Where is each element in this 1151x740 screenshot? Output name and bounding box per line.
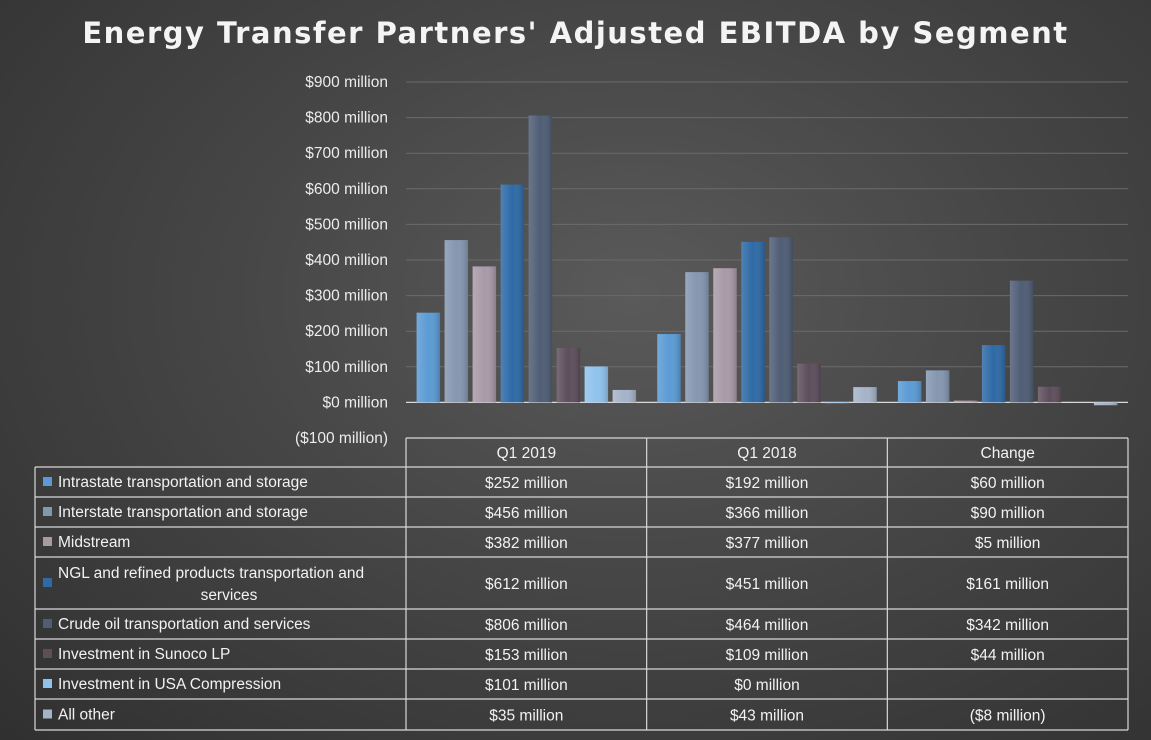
data-label: $153 million <box>485 647 568 664</box>
bars <box>416 115 1118 406</box>
bar-shading <box>685 272 709 403</box>
data-label: $806 million <box>485 617 568 634</box>
y-tick-label: $0 million <box>323 394 388 411</box>
legend-label: Midstream <box>58 534 130 551</box>
legend-key <box>43 709 52 719</box>
legend-label: NGL and refined products transportation … <box>58 565 364 604</box>
data-label: $60 million <box>971 475 1045 492</box>
legend-key <box>43 578 52 587</box>
bar-shading <box>528 115 553 403</box>
data-label: $44 million <box>971 647 1045 664</box>
legend-label: Interstate transportation and storage <box>58 504 308 521</box>
bar-shading <box>981 345 1006 403</box>
bar-shading <box>769 237 793 403</box>
bar-shading <box>444 240 469 403</box>
data-label: $43 million <box>730 708 804 725</box>
y-tick-label: $200 million <box>305 323 388 340</box>
data-label: $109 million <box>726 647 809 664</box>
data-label: $451 million <box>726 576 809 593</box>
bar-shading <box>1093 402 1118 406</box>
legend-key <box>43 619 52 628</box>
y-tick-label: $100 million <box>305 359 388 376</box>
bar-shading <box>897 381 922 403</box>
bar-shading <box>472 266 497 403</box>
data-label: $342 million <box>966 617 1049 634</box>
legend-key <box>43 649 52 658</box>
data-label: $377 million <box>726 535 809 552</box>
data-label: $456 million <box>485 505 568 522</box>
data-label: ($8 million) <box>970 708 1046 725</box>
bar-shading <box>1009 280 1034 403</box>
legend-label: Intrastate transportation and storage <box>58 474 308 491</box>
bar-shading <box>500 184 525 403</box>
bar-shading <box>657 334 681 403</box>
data-label: $0 million <box>734 677 799 694</box>
bar-shading <box>925 370 950 403</box>
y-tick-label: $500 million <box>305 216 388 233</box>
legend-key <box>43 507 52 516</box>
data-label: $161 million <box>966 576 1049 593</box>
bar-shading <box>741 241 765 403</box>
y-tick-label: ($100 million) <box>295 430 388 447</box>
legend-key <box>43 537 52 546</box>
data-label: $382 million <box>485 535 568 552</box>
data-label: $252 million <box>485 475 568 492</box>
data-label: $90 million <box>971 505 1045 522</box>
category-label: Q1 2019 <box>497 445 556 462</box>
data-label: $464 million <box>726 617 809 634</box>
legend-label: All other <box>58 707 115 724</box>
legend-label: Investment in Sunoco LP <box>58 646 230 663</box>
bar-shading <box>853 387 877 403</box>
bar-shading <box>416 312 441 403</box>
bar-shading <box>584 366 609 403</box>
legend-key <box>43 679 52 688</box>
bar-shading <box>612 389 637 403</box>
gridlines <box>406 81 1128 404</box>
legend-label: Crude oil transportation and services <box>58 616 311 633</box>
data-label: $101 million <box>485 677 568 694</box>
y-tick-label: $900 million <box>305 74 388 91</box>
y-tick-label: $300 million <box>305 288 388 305</box>
bar-shading <box>797 363 821 403</box>
y-tick-label: $800 million <box>305 110 388 127</box>
bar-shading <box>825 402 849 404</box>
data-label: $192 million <box>726 475 809 492</box>
legend-key <box>43 477 52 486</box>
y-tick-label: $400 million <box>305 252 388 269</box>
data-label: $612 million <box>485 576 568 593</box>
chart-title: Energy Transfer Partners' Adjusted EBITD… <box>82 16 1069 50</box>
y-tick-label: $700 million <box>305 145 388 162</box>
bar-shading <box>1037 386 1062 403</box>
y-axis-ticks: $900 million $800 million $700 million $600… <box>295 74 388 447</box>
bar-shading <box>713 268 737 403</box>
data-label: $366 million <box>726 505 809 522</box>
data-label: $5 million <box>975 535 1040 552</box>
bar-shading <box>556 347 581 403</box>
data-label: $35 million <box>489 708 563 725</box>
data-table: Q1 2019 Q1 2018 Change Intrastate transport… <box>34 437 1129 731</box>
legend-label: Investment in USA Compression <box>58 676 281 693</box>
y-tick-label: $600 million <box>305 181 388 198</box>
category-label: Change <box>981 445 1035 462</box>
bar-shading <box>953 400 978 403</box>
category-label: Q1 2018 <box>737 445 796 462</box>
